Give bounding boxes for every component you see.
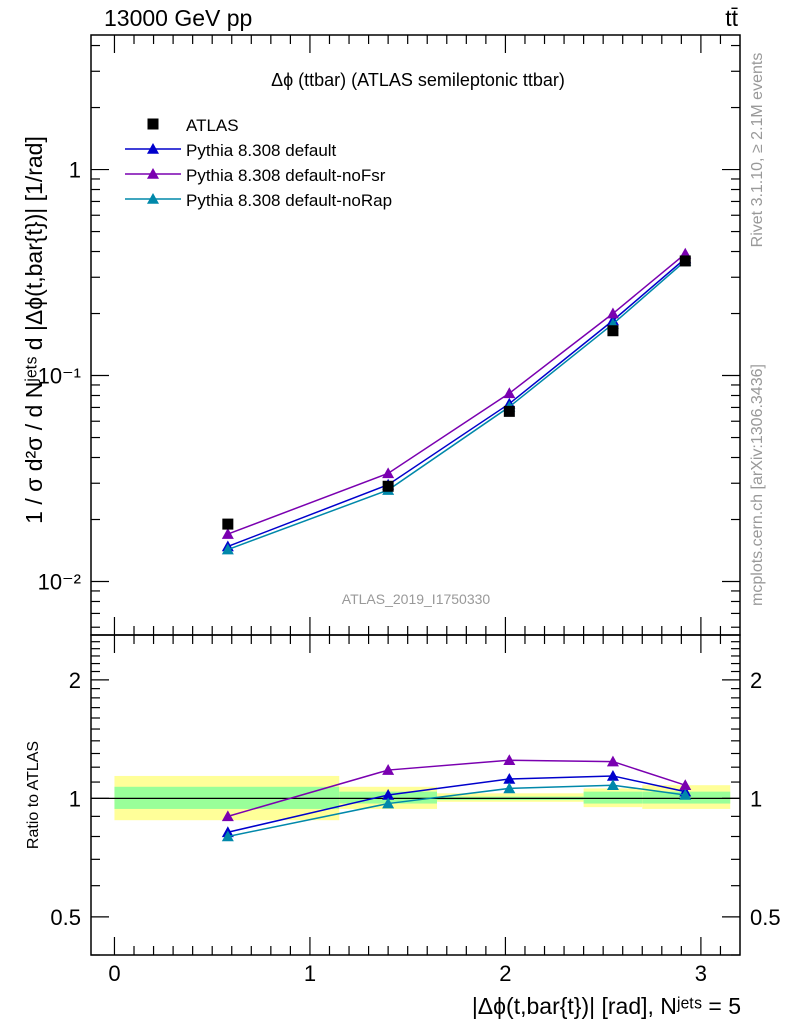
- rivet-label: Rivet 3.1.10, ≥ 2.1M events: [749, 53, 766, 248]
- ratio-point-2: [679, 788, 692, 800]
- legend-label: Pythia 8.308 default-noRap: [186, 191, 392, 210]
- series-point-1: [503, 387, 516, 399]
- ratio-point-2: [382, 797, 395, 809]
- source-label: mcplots.cern.ch [arXiv:1306.3436]: [749, 364, 766, 606]
- x-tick-label: 3: [695, 961, 707, 986]
- ratio-point-1: [606, 755, 619, 767]
- data-point: [382, 480, 394, 492]
- ratio-frame: [90, 634, 741, 956]
- energy-label: 13000 GeV pp: [104, 5, 252, 31]
- ratio-point-0: [382, 788, 395, 800]
- y-tick-label: 10⁻²: [38, 570, 81, 595]
- legend-marker: [147, 168, 159, 179]
- ratio-panel: 0.5 0.5 1 1 2 2 0 1 2 3: [50, 634, 781, 986]
- ratio-y-ticks: 0.5 0.5 1 1 2 2: [50, 641, 781, 956]
- ratio-series: [221, 754, 692, 842]
- series-point-1: [606, 307, 619, 319]
- main-title: Δϕ (ttbar) (ATLAS semileptonic ttbar): [271, 70, 565, 90]
- legend-marker: [147, 143, 159, 154]
- x-tick-label: 1: [304, 961, 316, 986]
- y-tick-label: 0.5: [50, 905, 81, 930]
- series-line-1: [227, 253, 686, 535]
- main-ylabel: 1 / σ d²σ / d Nʲᵉᵗˢ d |Δϕ(t,bar{t})| [1/…: [21, 136, 47, 524]
- analysis-label: ATLAS_2019_I1750330: [342, 591, 491, 607]
- ratio-point-2: [606, 779, 619, 790]
- series-point-2: [221, 543, 234, 555]
- x-tick-label: 2: [499, 961, 511, 986]
- y-tick-label: 1: [69, 158, 81, 183]
- legend-label: Pythia 8.308 default: [186, 141, 337, 160]
- main-y-ticks: 10⁻² 10⁻¹ 1: [38, 44, 740, 628]
- ratio-point-0: [503, 772, 516, 784]
- x-tick-label: 0: [108, 961, 120, 986]
- process-label: tt̄: [725, 5, 738, 31]
- legend-label: Pythia 8.308 default-noFsr: [186, 166, 386, 185]
- legend-marker: [147, 193, 159, 204]
- y-tick-label-right: 2: [750, 668, 762, 693]
- ratio-point-2: [221, 830, 234, 842]
- series-point-1: [382, 467, 395, 479]
- ratio-point-0: [606, 769, 619, 781]
- main-x-ticks: [113, 35, 722, 635]
- ratio-x-ticks: 0 1 2 3: [108, 635, 722, 986]
- ratio-xlabel: |Δϕ(t,bar{t})| [rad], Nʲᵉᵗˢ = 5: [472, 993, 741, 1019]
- y-tick-label-right: 0.5: [750, 905, 781, 930]
- main-panel: Δϕ (ttbar) (ATLAS semileptonic ttbar) AT…: [38, 34, 741, 636]
- legend-label: ATLAS: [186, 116, 239, 135]
- ratio-point-1: [503, 754, 516, 766]
- data-point: [607, 325, 619, 337]
- series-line-0: [227, 257, 686, 548]
- green-band: [583, 791, 643, 804]
- legend: ATLAS Pythia 8.308 default Pythia 8.308 de…: [125, 116, 392, 210]
- data-point: [222, 518, 234, 530]
- ratio-ylabel: Ratio to ATLAS: [25, 741, 42, 849]
- data-point: [503, 405, 515, 417]
- y-tick-label-right: 1: [750, 786, 762, 811]
- series-line-2: [227, 260, 686, 551]
- ratio-point-1: [382, 764, 395, 775]
- main-series: [221, 247, 692, 555]
- y-tick-label: 10⁻¹: [38, 364, 81, 389]
- data-point: [679, 255, 691, 267]
- legend-marker: [147, 118, 159, 130]
- ratio-point-2: [503, 782, 516, 794]
- series-point-1: [221, 528, 234, 539]
- ratio-point-1: [679, 779, 692, 790]
- y-tick-label: 2: [69, 668, 81, 693]
- ratio-point-1: [221, 810, 234, 822]
- y-tick-label: 1: [69, 786, 81, 811]
